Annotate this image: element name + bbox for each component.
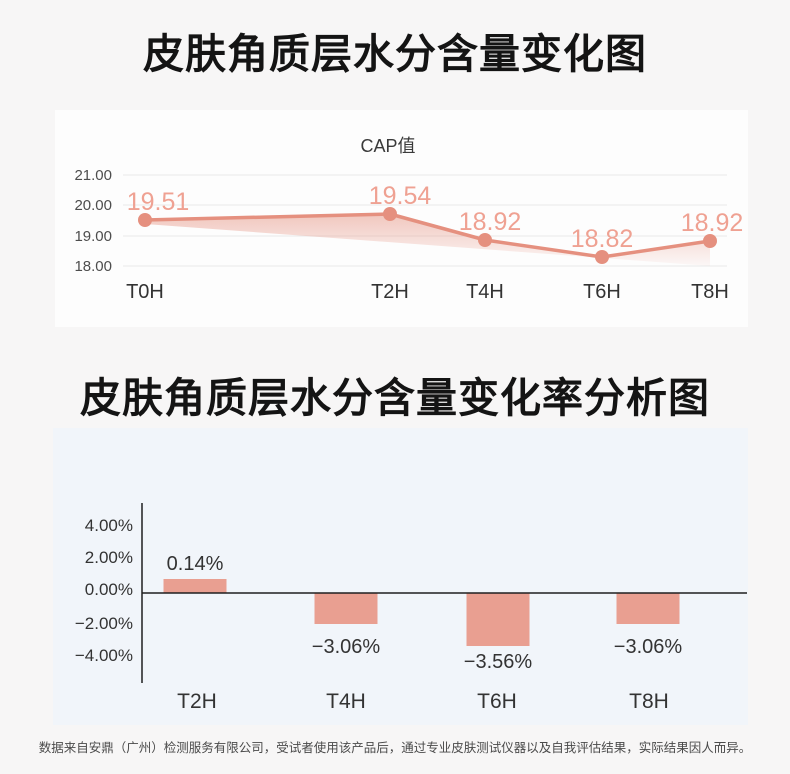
bar-value-label: −3.06% xyxy=(312,636,381,658)
point-value-label: 19.51 xyxy=(127,188,190,216)
bar xyxy=(616,593,680,624)
line-chart: 21.00 20.00 19.00 18.00 19.51 T0H 19.54 T2H 18.9… xyxy=(74,167,744,303)
footer-disclaimer: 数据来自安鼎（广州）检测服务有限公司，受试者使用该产品后，通过专业皮肤测试仪器以… xyxy=(38,741,752,755)
bar xyxy=(163,579,227,593)
line-chart-title: 皮肤角质层水分含量变化图 xyxy=(143,31,647,77)
line-chart-subtitle: CAP值 xyxy=(360,136,416,156)
x-axis-tick-label: T2H xyxy=(371,281,409,303)
bar-value-label: −3.06% xyxy=(614,636,683,658)
bar xyxy=(466,593,530,646)
data-point xyxy=(138,213,152,227)
x-axis-tick-label: T8H xyxy=(691,281,729,303)
x-axis-tick-label: T2H xyxy=(177,690,217,713)
y-axis-tick-label: 2.00% xyxy=(85,548,133,567)
x-axis-tick-label: T6H xyxy=(477,690,517,713)
x-axis-tick-label: T8H xyxy=(629,690,669,713)
x-axis-tick-label: T6H xyxy=(583,281,621,303)
y-axis-tick-label: −2.00% xyxy=(75,614,133,633)
y-axis-tick-label: 4.00% xyxy=(85,516,133,535)
data-point xyxy=(383,207,397,221)
line-chart-card: CAP值 21.00 20.00 19.00 18.00 19.51 T0H 19.54 T2… xyxy=(55,110,748,327)
point-value-label: 18.82 xyxy=(571,225,634,253)
bar xyxy=(314,593,378,624)
point-value-label: 19.54 xyxy=(369,182,432,210)
bar-value-label: −3.56% xyxy=(464,651,533,673)
bar-value-label: 0.14% xyxy=(167,553,224,575)
bar-chart-title: 皮肤角质层水分含量变化率分析图 xyxy=(80,375,710,421)
point-value-label: 18.92 xyxy=(681,209,744,237)
data-point xyxy=(703,234,717,248)
y-axis-tick-label: 21.00 xyxy=(74,167,112,184)
x-axis-tick-label: T0H xyxy=(126,281,164,303)
bar-chart: 4.00% 2.00% 0.00% −2.00% −4.00% 0.14% T2H −3.06… xyxy=(75,503,747,713)
bar-chart-panel: 4.00% 2.00% 0.00% −2.00% −4.00% 0.14% T2H −3.06… xyxy=(53,428,748,725)
x-axis-tick-label: T4H xyxy=(466,281,504,303)
data-point xyxy=(595,250,609,264)
y-axis-tick-label: −4.00% xyxy=(75,646,133,665)
y-axis-tick-label: 18.00 xyxy=(74,258,112,275)
y-axis-tick-label: 20.00 xyxy=(74,197,112,214)
y-axis-tick-label: 0.00% xyxy=(85,580,133,599)
x-axis-tick-label: T4H xyxy=(326,690,366,713)
data-point xyxy=(478,233,492,247)
point-value-label: 18.92 xyxy=(459,208,522,236)
y-axis-tick-label: 19.00 xyxy=(74,228,112,245)
